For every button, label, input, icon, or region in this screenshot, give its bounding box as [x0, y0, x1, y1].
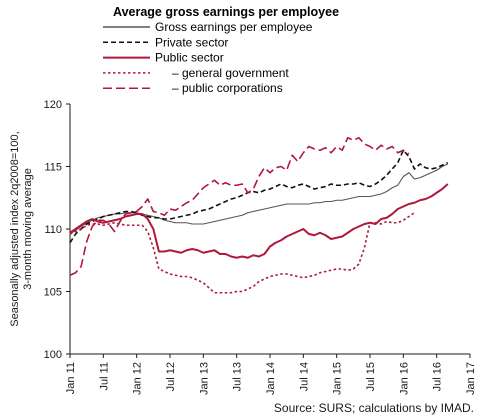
legend-label-0: Gross earnings per employee — [155, 20, 313, 34]
x-tick-label: Jul 12 — [165, 362, 177, 391]
legend-label-4: – public corporations — [172, 81, 283, 95]
chart-title: Average gross earnings per employee — [113, 5, 339, 19]
y-tick-label: 105 — [44, 287, 62, 299]
x-tick-label: Jan 11 — [65, 362, 77, 394]
series-line-3 — [69, 212, 415, 294]
x-tick-label: Jul 15 — [365, 362, 377, 391]
x-tick-label: Jan 13 — [198, 362, 210, 395]
legend-label-1: Private sector — [155, 35, 228, 49]
y-tick-label: 120 — [44, 99, 62, 111]
x-tick-label: Jan 16 — [398, 362, 410, 395]
x-tick-label: Jan 12 — [132, 362, 144, 395]
series-line-1 — [69, 149, 449, 244]
series-line-2 — [69, 183, 449, 259]
source-note: Source: SURS; calculations by IMAD. — [274, 401, 474, 415]
y-axis-label-line-1: Seasonally adjusted index 2q2008=100, — [9, 131, 21, 326]
y-axis-label: Seasonally adjusted index 2q2008=100, 3-… — [9, 131, 34, 326]
series-line-0 — [69, 163, 449, 235]
x-tick-label: Jan 15 — [332, 362, 344, 395]
legend-label-2: Public sector — [155, 51, 224, 65]
plot-area: 100 105 110 115 120 Jan 11 Jul 11 Jan 12 Jul 12… — [44, 99, 477, 395]
y-tick-label: 115 — [44, 162, 62, 174]
y-tick-label: 100 — [44, 349, 62, 361]
series-line-4 — [69, 136, 410, 276]
x-tick-label: Jul 16 — [432, 362, 444, 391]
legend-label-3: – general government — [172, 66, 289, 80]
x-tick-label: Jan 17 — [465, 362, 477, 395]
y-tick-label: 110 — [44, 224, 62, 236]
x-tick-label: Jul 11 — [98, 362, 110, 391]
x-tick-label: Jan 14 — [265, 362, 277, 395]
y-axis-label-line-2: 3-month moving average — [22, 168, 34, 290]
x-tick-label: Jul 14 — [298, 362, 310, 391]
legend: Average gross earnings per employee Gros… — [103, 5, 339, 95]
x-tick-label: Jul 13 — [232, 362, 244, 391]
